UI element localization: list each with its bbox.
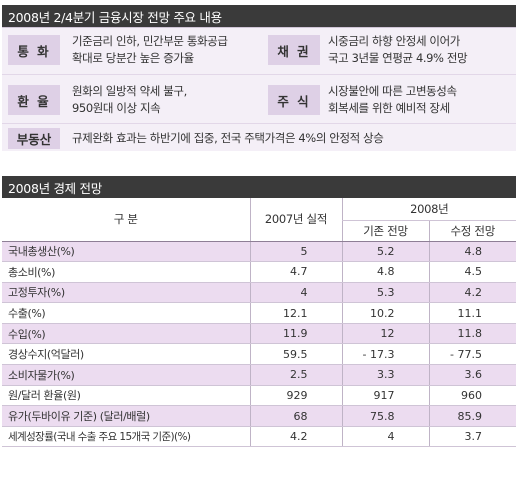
label-real-estate: 부동산 (8, 128, 60, 149)
header-prev-forecast: 기존 전망 (341, 220, 429, 242)
cell-revised: 4.5 (428, 261, 517, 283)
stock-text: 시장불안에 따른 고변동성속 회복세를 위한 예비적 장세 (328, 84, 457, 115)
cell-prev: 10.2 (341, 302, 429, 324)
row-name: 수입(%) (2, 323, 250, 345)
cell-revised: 3.6 (428, 364, 517, 386)
row-name: 경상수지(억달러) (2, 343, 250, 366)
cell-prev: 4.8 (341, 261, 429, 283)
economy-title: 2008년 경제 전망 (8, 180, 102, 196)
table-row: 유가(두바이유 기준) (달러/배럴) 68 75.8 85.9 (2, 405, 517, 427)
economy-title-bar: 2008년 경제 전망 (2, 176, 516, 198)
table-row: 원/달러 환율(원) 929 917 960 (2, 385, 517, 407)
row-name: 소비자물가(%) (2, 364, 250, 386)
exchange-text: 원화의 일방적 약세 불구, 950원대 이상 지속 (72, 84, 187, 115)
cell-revised: 4.8 (428, 241, 517, 263)
summary-divider (2, 74, 516, 75)
row-name: 원/달러 환율(원) (2, 385, 250, 407)
table-row: 세계성장률(국내 수출 주요 15개국 기준)(%) 4.2 4 3.7 (2, 426, 517, 448)
cell-prev: - 17.3 (341, 343, 429, 366)
cell-actual: 11.9 (249, 323, 342, 345)
cell-actual: 59.5 (249, 343, 342, 366)
header-actual-2007: 2007년 실적 (249, 198, 342, 242)
cell-revised: 85.9 (428, 405, 517, 427)
cell-actual: 4.7 (249, 261, 342, 283)
label-currency: 통 화 (8, 35, 60, 65)
row-name: 유가(두바이유 기준) (달러/배럴) (2, 405, 250, 427)
header-year-2008: 2008년 (341, 198, 517, 221)
row-name: 국내총생산(%) (2, 241, 250, 263)
cell-revised: 3.7 (428, 426, 517, 448)
cell-actual: 4 (249, 282, 342, 304)
bond-text: 시중금리 하향 안정세 이어가 국고 3년물 연평균 4.9% 전망 (328, 34, 468, 65)
row-name: 세계성장률(국내 수출 주요 15개국 기준)(%) (2, 426, 250, 448)
summary-title: 2008년 2/4분기 금융시장 전망 주요 내용 (8, 9, 222, 25)
cell-revised: 11.1 (428, 302, 517, 324)
cell-prev: 5.2 (341, 241, 429, 263)
row-name: 고정투자(%) (2, 282, 250, 304)
cell-prev: 12 (341, 323, 429, 345)
cell-actual: 12.1 (249, 302, 342, 324)
cell-revised: 960 (428, 385, 517, 407)
summary-divider (2, 123, 516, 124)
table-row: 고정투자(%) 4 5.3 4.2 (2, 282, 517, 304)
table-row: 수출(%) 12.1 10.2 11.1 (2, 302, 517, 324)
real-estate-text: 규제완화 효과는 하반기에 집중, 전국 주택가격은 4%의 안정적 상승 (72, 131, 384, 145)
label-stock: 주 식 (268, 85, 320, 115)
cell-prev: 917 (341, 385, 429, 407)
table-row: 경상수지(억달러) 59.5 - 17.3 - 77.5 (2, 343, 517, 366)
label-exchange: 환 율 (8, 85, 60, 115)
row-name: 총소비(%) (2, 261, 250, 283)
summary-title-bar: 2008년 2/4분기 금융시장 전망 주요 내용 (2, 5, 516, 27)
row-name: 수출(%) (2, 302, 250, 324)
cell-revised: - 77.5 (428, 343, 517, 366)
economy-table: 구 분 2007년 실적 2008년 기존 전망 수정 전망 국내총생산(%) … (2, 198, 517, 448)
cell-revised: 4.2 (428, 282, 517, 304)
table-row: 국내총생산(%) 5 5.2 4.8 (2, 241, 517, 263)
cell-actual: 4.2 (249, 426, 342, 448)
label-bond: 채 권 (268, 35, 320, 65)
summary-panel: 통 화 기준금리 인하, 민간부문 통화공급 확대로 당분간 높은 증가율 채 … (2, 27, 516, 151)
cell-prev: 5.3 (341, 282, 429, 304)
header-category: 구 분 (2, 198, 250, 242)
cell-prev: 75.8 (341, 405, 429, 427)
cell-prev: 4 (341, 426, 429, 448)
cell-revised: 11.8 (428, 323, 517, 345)
currency-text: 기준금리 인하, 민간부문 통화공급 확대로 당분간 높은 증가율 (72, 34, 228, 65)
cell-prev: 3.3 (341, 364, 429, 386)
table-row: 총소비(%) 4.7 4.8 4.5 (2, 261, 517, 283)
cell-actual: 2.5 (249, 364, 342, 386)
table-row: 소비자물가(%) 2.5 3.3 3.6 (2, 364, 517, 386)
table-row: 수입(%) 11.9 12 11.8 (2, 323, 517, 345)
header-revised-forecast: 수정 전망 (428, 220, 517, 242)
cell-actual: 68 (249, 405, 342, 427)
cell-actual: 929 (249, 385, 342, 407)
cell-actual: 5 (249, 241, 342, 263)
